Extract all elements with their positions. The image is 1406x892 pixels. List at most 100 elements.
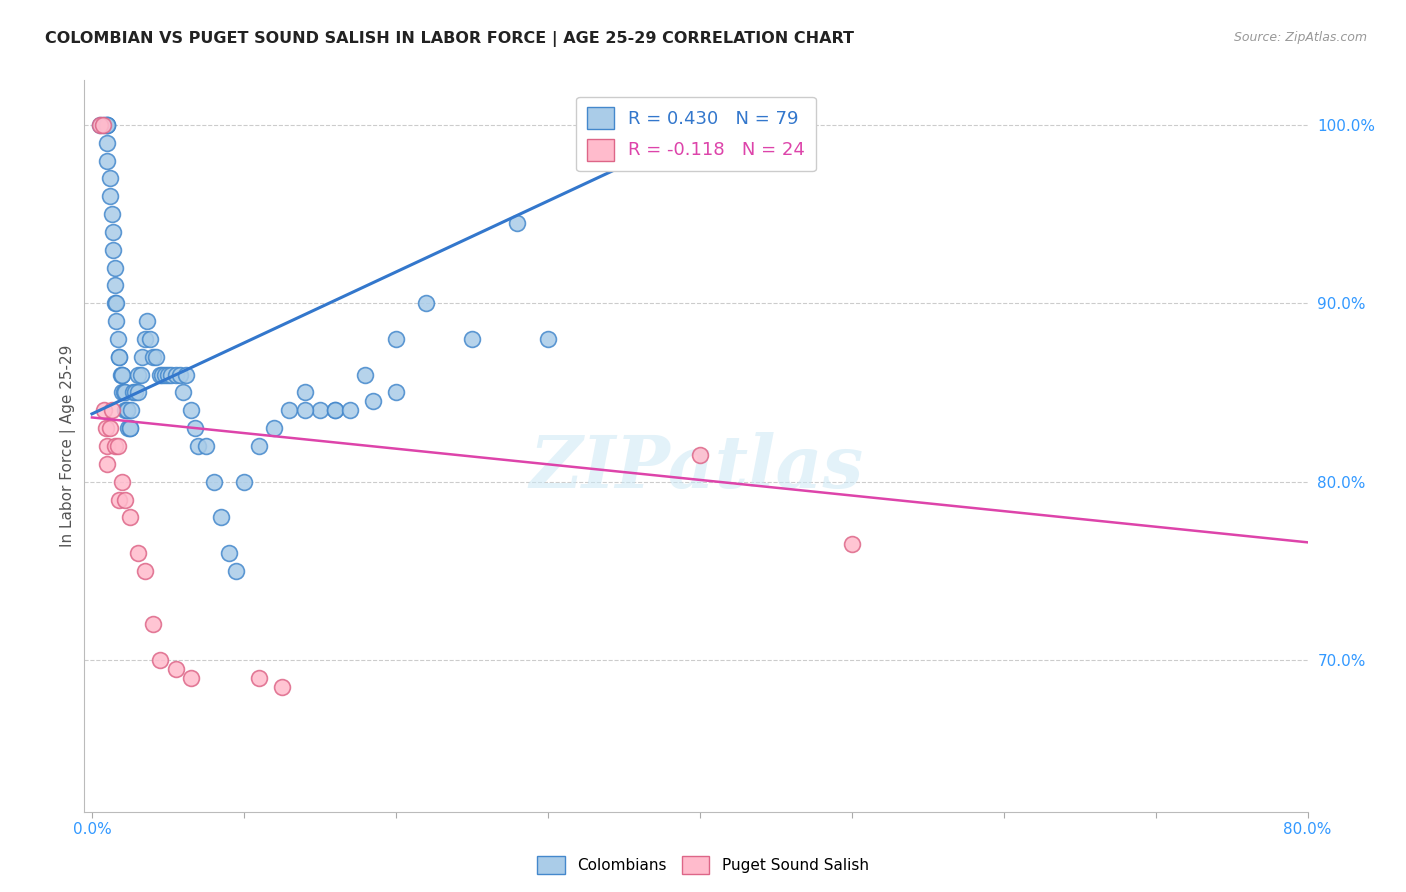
Point xyxy=(104,439,127,453)
Point xyxy=(339,403,361,417)
Point xyxy=(218,546,240,560)
Point xyxy=(124,385,146,400)
Point xyxy=(104,296,127,310)
Point xyxy=(98,189,121,203)
Point xyxy=(108,492,131,507)
Point xyxy=(93,118,115,132)
Text: COLOMBIAN VS PUGET SOUND SALISH IN LABOR FORCE | AGE 25-29 CORRELATION CHART: COLOMBIAN VS PUGET SOUND SALISH IN LABOR… xyxy=(45,31,853,47)
Point xyxy=(361,394,384,409)
Point xyxy=(105,296,128,310)
Point xyxy=(247,439,270,453)
Point xyxy=(270,680,292,694)
Point xyxy=(263,421,285,435)
Point xyxy=(127,385,149,400)
Point xyxy=(89,118,111,132)
Point xyxy=(354,368,377,382)
Point xyxy=(93,403,115,417)
Y-axis label: In Labor Force | Age 25-29: In Labor Force | Age 25-29 xyxy=(60,345,76,547)
Point xyxy=(415,296,437,310)
Point xyxy=(247,671,270,685)
Point xyxy=(138,332,160,346)
Point xyxy=(117,421,139,435)
Point xyxy=(118,421,141,435)
Point xyxy=(209,510,232,524)
Point xyxy=(103,225,125,239)
Point xyxy=(153,368,176,382)
Point xyxy=(118,510,141,524)
Point xyxy=(114,492,136,507)
Point xyxy=(114,403,136,417)
Point xyxy=(104,260,127,275)
Point xyxy=(202,475,225,489)
Point xyxy=(150,368,173,382)
Point xyxy=(169,368,191,382)
Point xyxy=(110,368,132,382)
Point xyxy=(118,421,141,435)
Point xyxy=(180,671,202,685)
Point xyxy=(134,564,156,578)
Point xyxy=(225,564,247,578)
Point xyxy=(156,368,179,382)
Point xyxy=(107,439,129,453)
Point xyxy=(323,403,346,417)
Point xyxy=(149,653,172,667)
Point xyxy=(105,314,128,328)
Point xyxy=(135,314,157,328)
Point xyxy=(96,153,118,168)
Point xyxy=(112,385,135,400)
Point xyxy=(96,439,118,453)
Point xyxy=(111,368,134,382)
Point xyxy=(145,350,167,364)
Point xyxy=(96,118,118,132)
Point xyxy=(111,385,134,400)
Point xyxy=(100,207,122,221)
Point xyxy=(689,448,711,462)
Point xyxy=(122,385,145,400)
Point xyxy=(232,475,254,489)
Point xyxy=(172,385,194,400)
Point xyxy=(103,243,125,257)
Point xyxy=(111,475,134,489)
Point xyxy=(461,332,484,346)
Point xyxy=(149,368,172,382)
Point xyxy=(127,546,149,560)
Legend: R = 0.430   N = 79, R = -0.118   N = 24: R = 0.430 N = 79, R = -0.118 N = 24 xyxy=(576,96,815,171)
Point xyxy=(115,403,138,417)
Point xyxy=(194,439,217,453)
Point xyxy=(107,332,129,346)
Point xyxy=(129,368,152,382)
Point xyxy=(104,278,127,293)
Point xyxy=(111,368,134,382)
Point xyxy=(96,118,118,132)
Point xyxy=(385,332,408,346)
Point xyxy=(309,403,332,417)
Point xyxy=(96,136,118,150)
Point xyxy=(108,350,131,364)
Point xyxy=(115,403,138,417)
Point xyxy=(385,385,408,400)
Point xyxy=(142,350,165,364)
Point xyxy=(165,662,187,676)
Point xyxy=(98,171,121,186)
Point xyxy=(134,332,156,346)
Point xyxy=(114,385,136,400)
Point xyxy=(174,368,197,382)
Point xyxy=(121,403,143,417)
Point xyxy=(187,439,209,453)
Point xyxy=(165,368,187,382)
Text: Source: ZipAtlas.com: Source: ZipAtlas.com xyxy=(1233,31,1367,45)
Point xyxy=(323,403,346,417)
Point xyxy=(96,118,118,132)
Point xyxy=(131,350,153,364)
Point xyxy=(294,403,316,417)
Point xyxy=(160,368,183,382)
Point xyxy=(278,403,301,417)
Point xyxy=(89,118,111,132)
Point xyxy=(127,368,149,382)
Point xyxy=(96,457,118,471)
Point xyxy=(94,421,117,435)
Point xyxy=(841,537,863,551)
Point xyxy=(180,403,202,417)
Point xyxy=(294,385,316,400)
Point xyxy=(537,332,560,346)
